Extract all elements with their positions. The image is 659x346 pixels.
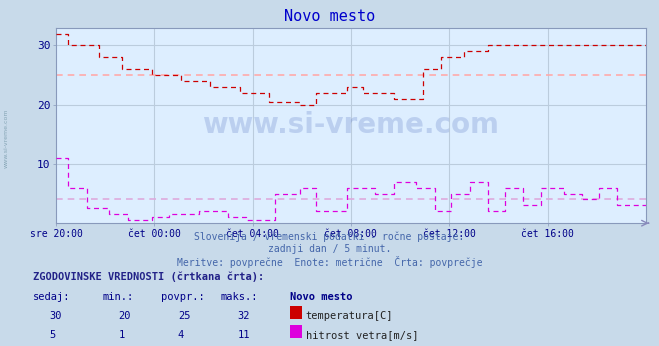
Text: 11: 11 [237, 330, 250, 340]
Text: ZGODOVINSKE VREDNOSTI (črtkana črta):: ZGODOVINSKE VREDNOSTI (črtkana črta): [33, 272, 264, 282]
Text: min.:: min.: [102, 292, 133, 302]
Text: hitrost vetra[m/s]: hitrost vetra[m/s] [306, 330, 418, 340]
Text: Meritve: povprečne  Enote: metrične  Črta: povprečje: Meritve: povprečne Enote: metrične Črta:… [177, 256, 482, 268]
Text: zadnji dan / 5 minut.: zadnji dan / 5 minut. [268, 244, 391, 254]
Text: povpr.:: povpr.: [161, 292, 205, 302]
Text: Novo mesto: Novo mesto [290, 292, 353, 302]
Text: 1: 1 [119, 330, 125, 340]
Text: 4: 4 [178, 330, 184, 340]
Text: 30: 30 [49, 311, 62, 321]
Text: 20: 20 [119, 311, 131, 321]
Text: 32: 32 [237, 311, 250, 321]
Text: 5: 5 [49, 330, 55, 340]
Text: temperatura[C]: temperatura[C] [306, 311, 393, 321]
Text: www.si-vreme.com: www.si-vreme.com [202, 111, 500, 139]
Text: Slovenija / vremenski podatki - ročne postaje.: Slovenija / vremenski podatki - ročne po… [194, 232, 465, 242]
Text: 25: 25 [178, 311, 190, 321]
Text: maks.:: maks.: [221, 292, 258, 302]
Text: Novo mesto: Novo mesto [284, 9, 375, 24]
Text: www.si-vreme.com: www.si-vreme.com [3, 109, 9, 168]
Text: sedaj:: sedaj: [33, 292, 71, 302]
